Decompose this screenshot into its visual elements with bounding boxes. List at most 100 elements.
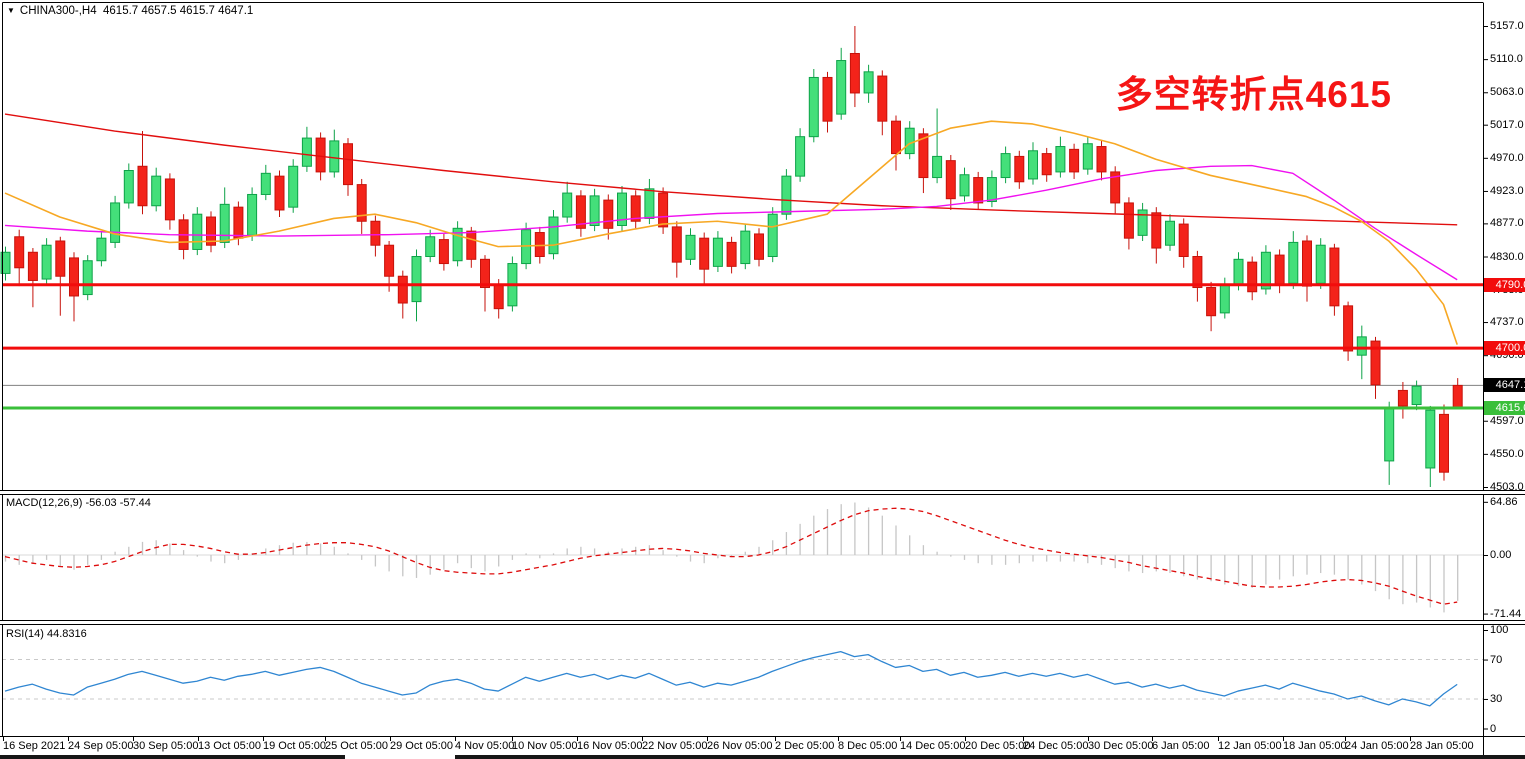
candle-body xyxy=(822,76,833,122)
chart-annotation-text: 多空转折点4615 xyxy=(1115,74,1392,115)
time-axis-label: 30 Sep 05:00 xyxy=(133,740,199,752)
candle-body xyxy=(480,258,490,289)
candle-body xyxy=(69,257,79,297)
candle-body xyxy=(370,220,381,246)
rsi-indicator-label: RSI(14) 44.8316 xyxy=(6,628,87,640)
candle-body xyxy=(699,237,710,270)
time-axis-label: 16 Nov 05:00 xyxy=(577,740,643,752)
candle-body xyxy=(658,192,669,228)
candle-body xyxy=(589,195,600,226)
candle-body xyxy=(1260,251,1271,290)
time-axis-label: 29 Oct 05:00 xyxy=(390,740,453,752)
time-axis-label: 24 Dec 05:00 xyxy=(1023,740,1089,752)
panel-separator-macd-rsi[interactable] xyxy=(0,620,1525,625)
candle-body xyxy=(55,240,66,277)
candle-body xyxy=(891,120,901,155)
candle-body xyxy=(137,165,148,207)
candle-body xyxy=(877,75,888,122)
macd-tick-label: -71.44 xyxy=(1490,607,1522,620)
time-axis-label: 8 Dec 05:00 xyxy=(838,740,898,752)
symbol-info-line: ▼ CHINA300-,H4 4615.7 4657.5 4615.7 4647.… xyxy=(7,5,253,17)
candle-body xyxy=(740,230,751,265)
candle-body xyxy=(1302,240,1312,287)
candle-body xyxy=(795,136,806,177)
candle-body xyxy=(27,251,38,281)
candle-body xyxy=(904,127,915,155)
candle-body xyxy=(1439,413,1449,473)
time-axis-label: 24 Jan 05:00 xyxy=(1345,740,1409,752)
candle-body xyxy=(1151,212,1162,249)
candle-body xyxy=(1041,153,1052,176)
rsi-tick-label: 0 xyxy=(1490,722,1497,735)
candle-body xyxy=(836,60,847,115)
candle-body xyxy=(932,155,943,179)
time-axis-label: 4 Nov 05:00 xyxy=(455,740,515,752)
candle-body xyxy=(534,232,545,258)
time-axis-label: 28 Jan 05:00 xyxy=(1410,740,1474,752)
candle-body xyxy=(630,195,641,222)
candle-body xyxy=(274,175,285,211)
time-axis-label: 26 Nov 05:00 xyxy=(707,740,773,752)
candle-body xyxy=(575,195,586,229)
price-level-badge-4700.0: 4700.0 xyxy=(1484,341,1525,356)
candle-body xyxy=(397,275,408,304)
rsi-tick-label: 100 xyxy=(1490,624,1509,636)
panel-separator-main-macd[interactable] xyxy=(0,490,1525,495)
symbol-dropdown-icon[interactable]: ▼ xyxy=(7,6,15,15)
candle-body xyxy=(959,174,970,197)
candle-body xyxy=(1206,287,1217,317)
candle-body xyxy=(1000,153,1011,179)
price-tick-label: 5063.0 xyxy=(1490,86,1524,99)
time-axis-label: 20 Dec 05:00 xyxy=(965,740,1031,752)
price-tick-label: 4923.0 xyxy=(1490,184,1524,197)
time-axis-label: 22 Nov 05:00 xyxy=(642,740,708,752)
candle-body xyxy=(0,251,11,274)
candle-body xyxy=(1096,146,1107,173)
candle-body xyxy=(343,143,353,186)
candle-body xyxy=(219,203,230,243)
candle-body xyxy=(1356,336,1367,356)
candle-body xyxy=(288,165,299,208)
candle-body xyxy=(384,244,395,277)
candle-body xyxy=(493,284,504,310)
candle-body xyxy=(1343,305,1354,352)
candle-body xyxy=(1110,171,1121,204)
time-axis-label: 10 Nov 05:00 xyxy=(512,740,578,752)
candle-body xyxy=(1014,155,1025,183)
price-tick-label: 5110.0 xyxy=(1490,53,1523,66)
candle-body xyxy=(82,260,93,296)
candle-body xyxy=(685,234,696,260)
candle-body xyxy=(1123,202,1134,239)
candle-body xyxy=(1178,223,1189,257)
candle-body xyxy=(986,177,997,203)
candle-body xyxy=(438,239,449,265)
macd-signal-line xyxy=(4,507,1458,605)
candle-body xyxy=(315,137,326,173)
time-axis-label: 14 Dec 05:00 xyxy=(900,740,966,752)
macd-indicator-label: MACD(12,26,9) -56.03 -57.44 xyxy=(6,497,151,509)
candle-body xyxy=(411,256,422,303)
candle-body xyxy=(1165,220,1175,246)
macd-tick-label: 0.00 xyxy=(1490,549,1512,561)
candle-body xyxy=(1082,143,1093,170)
candle-body xyxy=(233,206,244,239)
price-tick-label: 4737.0 xyxy=(1490,316,1524,329)
time-axis-label: 30 Dec 05:00 xyxy=(1088,740,1154,752)
candle-body xyxy=(164,178,175,221)
time-axis-label: 12 Jan 05:00 xyxy=(1218,740,1282,752)
time-axis-label: 2 Dec 05:00 xyxy=(775,740,835,752)
candle-body xyxy=(1425,409,1436,469)
price-tick-label: 4830.0 xyxy=(1490,250,1524,263)
time-axis-label: 13 Oct 05:00 xyxy=(198,740,261,752)
rsi-line xyxy=(4,651,1458,707)
candle-body xyxy=(548,216,559,255)
candle-body xyxy=(1192,256,1203,289)
scrollbar-thumb[interactable] xyxy=(345,755,455,759)
candle-body xyxy=(1247,261,1258,293)
rsi-panel-bottom-border xyxy=(0,736,1525,737)
horizontal-scrollbar[interactable] xyxy=(0,755,1525,759)
price-level-badge-4615.0: 4615.0 xyxy=(1484,401,1525,416)
candle-body xyxy=(1219,284,1230,314)
candle-body xyxy=(671,226,682,263)
